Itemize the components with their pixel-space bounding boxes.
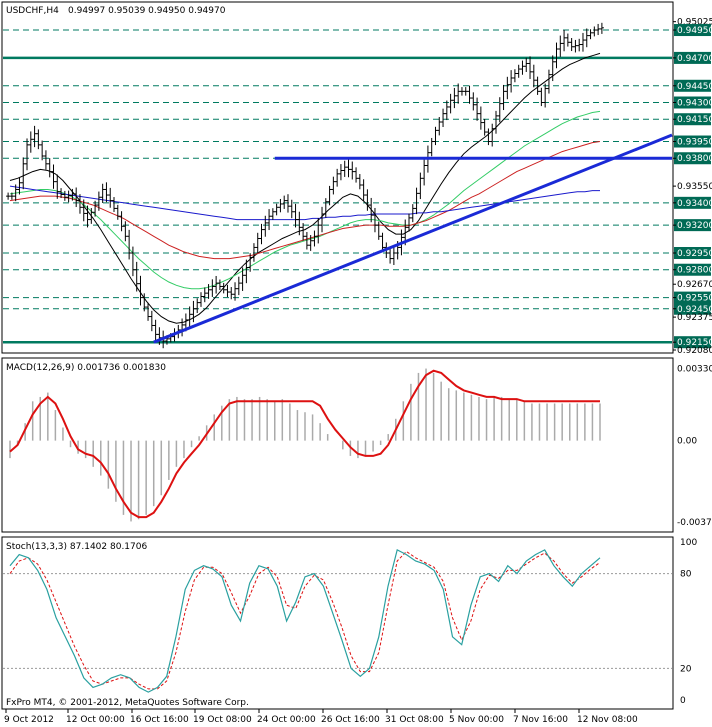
stoch-tick-label: 100 <box>680 538 697 548</box>
time-tick-label: 26 Oct 16:00 <box>321 715 380 725</box>
stoch-tick-label: 0 <box>680 696 686 706</box>
price-tick-label: 0.94150 <box>677 115 712 125</box>
trendline[interactable] <box>153 133 673 344</box>
time-tick-label: 9 Oct 2012 <box>4 715 54 725</box>
price-label-box <box>674 291 711 304</box>
copyright-text: FxPro MT4, © 2001-2012, MetaQuotes Softw… <box>6 698 249 708</box>
price-tick-label: 0.93400 <box>677 199 712 209</box>
stoch-axis: 100 80 20 0 <box>680 538 697 706</box>
price-tick-label: 0.93550 <box>677 182 712 192</box>
moving-average-line <box>9 110 601 290</box>
stoch-tick-label: 80 <box>680 570 692 580</box>
macd-axis: 0.00330 0.00 -0.00373 <box>677 365 712 529</box>
price-tick-label: 0.95025 <box>677 18 712 28</box>
price-tick-label: 0.92450 <box>677 305 712 315</box>
time-tick-label: 19 Oct 08:00 <box>193 715 252 725</box>
price-label-box <box>674 219 711 232</box>
price-label-box <box>674 96 711 109</box>
price-tick-label: 0.94300 <box>677 99 712 109</box>
price-label-box <box>674 51 711 64</box>
price-tick-label: 0.92670 <box>677 280 712 290</box>
price-tick-label: 0.92550 <box>677 294 712 304</box>
time-tick-label: 12 Nov 08:00 <box>577 715 638 725</box>
moving-average-line <box>9 141 601 260</box>
stoch-main-line <box>9 549 601 693</box>
macd-tick-label: 0.00 <box>677 437 697 447</box>
price-tick-label: 0.93800 <box>677 154 712 164</box>
price-label-box <box>674 113 711 126</box>
price-label-box <box>674 263 711 276</box>
stoch-signal-line <box>9 550 601 690</box>
price-tick-label: 0.92950 <box>677 249 712 259</box>
price-label-box <box>674 152 711 165</box>
macd-tick-label: 0.00330 <box>677 365 712 375</box>
price-tick-label: 0.92080 <box>677 346 712 356</box>
price-tick-label: 0.92375 <box>677 313 712 323</box>
price-tick-label: 0.94950 <box>677 26 712 36</box>
time-axis: 9 Oct 2012 12 Oct 00:00 16 Oct 16:00 19 Oct… <box>4 709 638 725</box>
macd-series <box>9 368 601 522</box>
price-tick-label: 0.92800 <box>677 266 712 276</box>
price-label-box <box>674 302 711 315</box>
moving-average-line <box>9 52 601 324</box>
time-tick-label: 12 Oct 00:00 <box>66 715 125 725</box>
price-label-box <box>674 79 711 92</box>
time-tick-label: 7 Nov 16:00 <box>513 715 568 725</box>
price-bars <box>6 22 604 349</box>
price-tick-label: 0.94450 <box>677 82 712 92</box>
price-tick-label: 0.93950 <box>677 138 712 148</box>
price-tick-label: 0.93200 <box>677 221 712 231</box>
time-tick-label: 31 Oct 08:00 <box>385 715 444 725</box>
price-label-box <box>674 247 711 260</box>
macd-pane-frame <box>1 357 674 533</box>
trendlines <box>153 133 673 344</box>
time-tick-label: 24 Oct 00:00 <box>257 715 316 725</box>
price-tick-label: 0.92150 <box>677 338 712 348</box>
stoch-label: Stoch(13,3,3) 87.1402 80.1706 <box>6 542 147 552</box>
stoch-tick-label: 20 <box>680 664 692 674</box>
time-tick-label: 5 Nov 00:00 <box>449 715 504 725</box>
macd-label: MACD(12,26,9) 0.001736 0.001830 <box>6 363 166 373</box>
price-label-box <box>674 135 711 148</box>
price-label-box <box>674 336 711 349</box>
stoch-pane-frame <box>1 536 674 710</box>
macd-signal-line <box>9 369 600 519</box>
price-tick-label: 0.94700 <box>677 54 712 64</box>
macd-tick-label: -0.00373 <box>677 518 712 528</box>
price-label-box <box>674 24 711 37</box>
price-label-box <box>674 196 711 209</box>
ohlc-readout: 0.94997 0.95039 0.94950 0.94970 <box>68 6 226 16</box>
symbol-title: USDCHF,H4 <box>6 6 59 16</box>
stoch-series <box>3 549 672 693</box>
time-tick-label: 16 Oct 16:00 <box>130 715 189 725</box>
